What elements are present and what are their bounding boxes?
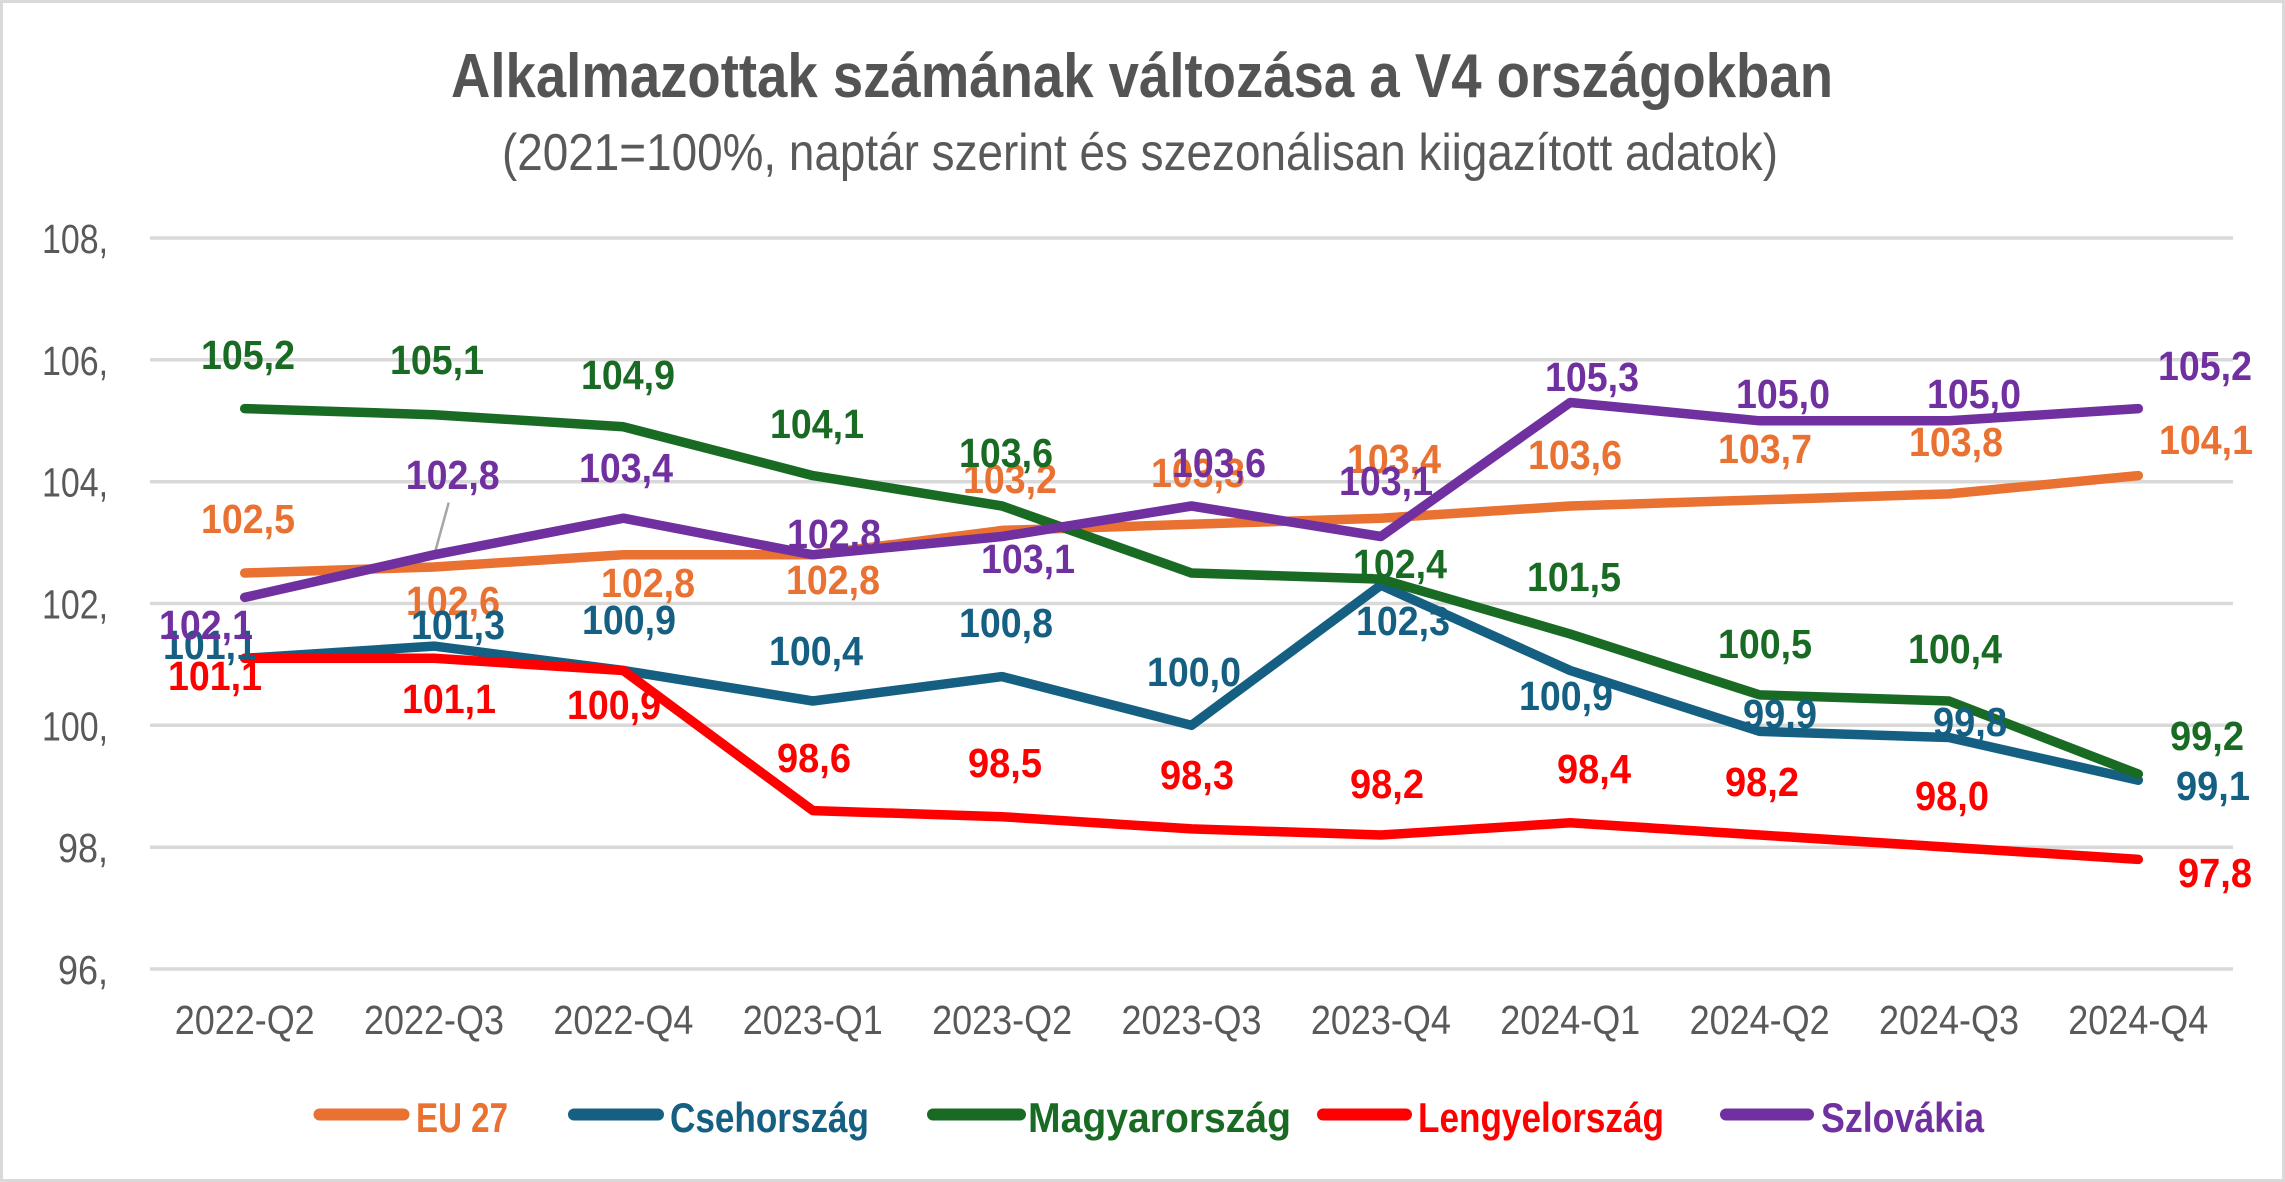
svg-text:103,1: 103,1 <box>1339 458 1433 504</box>
svg-text:104,1: 104,1 <box>770 401 864 447</box>
svg-text:100,4: 100,4 <box>769 628 863 674</box>
svg-text:105,1: 105,1 <box>390 337 484 383</box>
svg-text:108,: 108, <box>42 216 108 262</box>
svg-text:101,3: 101,3 <box>411 602 505 648</box>
svg-text:2022-Q2: 2022-Q2 <box>175 997 315 1043</box>
svg-text:103,6: 103,6 <box>1528 432 1622 478</box>
svg-text:98,3: 98,3 <box>1160 752 1234 798</box>
svg-text:98,2: 98,2 <box>1350 761 1424 807</box>
svg-text:102,: 102, <box>42 582 108 628</box>
svg-text:106,: 106, <box>42 338 108 384</box>
svg-text:105,2: 105,2 <box>201 332 295 378</box>
svg-text:104,: 104, <box>42 460 108 506</box>
svg-text:100,4: 100,4 <box>1908 626 2002 672</box>
svg-text:100,9: 100,9 <box>582 597 676 643</box>
svg-text:103,1: 103,1 <box>981 536 1075 582</box>
svg-text:104,1: 104,1 <box>2159 417 2253 463</box>
svg-text:102,8: 102,8 <box>601 560 695 606</box>
svg-text:102,8: 102,8 <box>786 557 880 603</box>
svg-text:101,1: 101,1 <box>402 676 496 722</box>
svg-text:(2021=100%, naptár szerint és: (2021=100%, naptár szerint és szezonális… <box>502 124 1778 182</box>
svg-text:98,5: 98,5 <box>968 740 1042 786</box>
svg-text:99,9: 99,9 <box>1743 691 1817 737</box>
svg-text:100,0: 100,0 <box>1147 649 1241 695</box>
svg-text:102,4: 102,4 <box>1353 541 1447 587</box>
svg-text:100,5: 100,5 <box>1718 621 1812 667</box>
svg-text:2023-Q4: 2023-Q4 <box>1311 997 1451 1043</box>
svg-text:Lengyelország: Lengyelország <box>1418 1094 1664 1141</box>
svg-text:2024-Q3: 2024-Q3 <box>1879 997 2019 1043</box>
svg-text:98,: 98, <box>58 825 108 871</box>
svg-text:102,8: 102,8 <box>787 511 881 557</box>
svg-text:96,: 96, <box>58 947 108 993</box>
svg-text:2024-Q4: 2024-Q4 <box>2068 997 2208 1043</box>
svg-text:100,9: 100,9 <box>1519 673 1613 719</box>
svg-text:98,4: 98,4 <box>1557 746 1631 792</box>
svg-text:2024-Q2: 2024-Q2 <box>1690 997 1830 1043</box>
svg-text:105,0: 105,0 <box>1927 371 2021 417</box>
svg-text:2023-Q3: 2023-Q3 <box>1122 997 1262 1043</box>
svg-text:2022-Q4: 2022-Q4 <box>553 997 693 1043</box>
svg-text:103,8: 103,8 <box>1909 419 2003 465</box>
svg-text:102,1: 102,1 <box>159 602 253 648</box>
svg-text:EU 27: EU 27 <box>416 1094 508 1141</box>
svg-text:102,3: 102,3 <box>1356 598 1450 644</box>
svg-text:Csehország: Csehország <box>670 1094 869 1141</box>
svg-text:101,5: 101,5 <box>1527 554 1621 600</box>
svg-text:99,8: 99,8 <box>1933 699 2007 745</box>
svg-text:102,6: 102,6 <box>406 578 500 624</box>
svg-text:102,5: 102,5 <box>201 496 295 542</box>
svg-text:99,2: 99,2 <box>2170 713 2244 759</box>
svg-text:103,6: 103,6 <box>959 430 1053 476</box>
svg-text:105,2: 105,2 <box>2158 343 2252 389</box>
svg-text:100,9: 100,9 <box>567 682 661 728</box>
svg-text:2022-Q3: 2022-Q3 <box>364 997 504 1043</box>
svg-text:100,8: 100,8 <box>959 600 1053 646</box>
svg-text:98,6: 98,6 <box>777 735 851 781</box>
svg-text:2023-Q2: 2023-Q2 <box>932 997 1072 1043</box>
svg-text:103,3: 103,3 <box>1151 450 1245 496</box>
svg-text:105,3: 105,3 <box>1545 354 1639 400</box>
svg-text:2023-Q1: 2023-Q1 <box>743 997 883 1043</box>
svg-text:103,6: 103,6 <box>1172 440 1266 486</box>
svg-text:101,1: 101,1 <box>168 653 262 699</box>
svg-text:99,1: 99,1 <box>2176 763 2250 809</box>
svg-text:102,8: 102,8 <box>406 452 500 498</box>
svg-text:103,2: 103,2 <box>963 456 1057 502</box>
svg-text:103,4: 103,4 <box>1347 436 1441 482</box>
svg-text:Magyarország: Magyarország <box>1028 1094 1291 1141</box>
svg-text:97,8: 97,8 <box>2178 850 2252 896</box>
svg-text:103,7: 103,7 <box>1718 426 1812 472</box>
svg-text:98,0: 98,0 <box>1915 773 1989 819</box>
svg-text:103,4: 103,4 <box>579 445 673 491</box>
svg-text:98,2: 98,2 <box>1725 759 1799 805</box>
svg-text:100,: 100, <box>42 703 108 749</box>
svg-text:105,0: 105,0 <box>1736 371 1830 417</box>
svg-text:Alkalmazottak számának változá: Alkalmazottak számának változása a V4 or… <box>451 42 1833 111</box>
svg-text:101,1: 101,1 <box>163 622 257 668</box>
svg-text:104,9: 104,9 <box>581 352 675 398</box>
svg-text:2024-Q1: 2024-Q1 <box>1500 997 1640 1043</box>
svg-text:Szlovákia: Szlovákia <box>1821 1094 1985 1141</box>
